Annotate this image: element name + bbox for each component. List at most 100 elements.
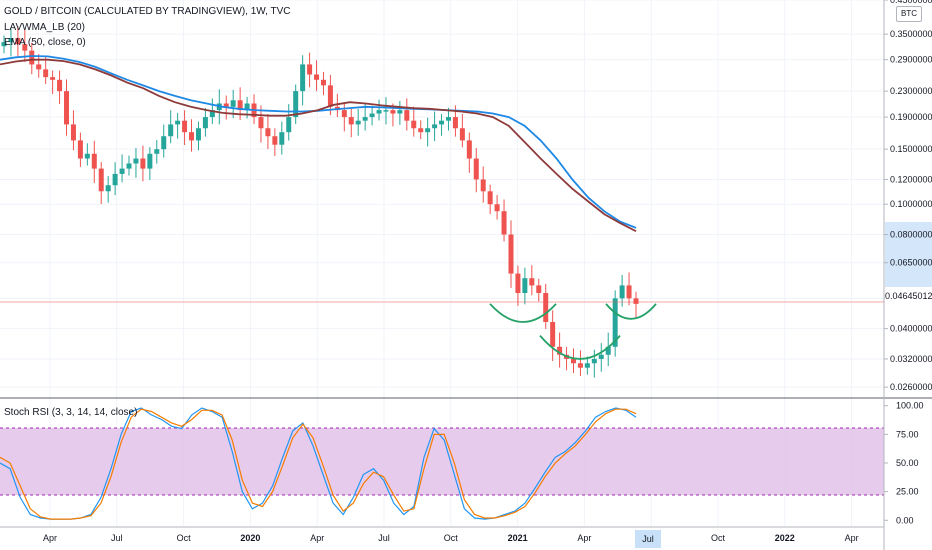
- candle-body: [376, 110, 382, 114]
- candlestick-series: [1, 26, 639, 378]
- rsi-tick-label: 100.00: [896, 401, 924, 411]
- candle-body: [70, 124, 76, 141]
- candle-body: [29, 50, 35, 65]
- candle-body: [515, 273, 521, 294]
- candle-body: [327, 85, 333, 107]
- candle-body: [112, 173, 118, 186]
- moving-average-lines: [0, 55, 637, 233]
- time-axis-highlight-label: Jul: [635, 530, 661, 548]
- time-tick-label: Apr: [43, 533, 57, 543]
- candle-body: [411, 120, 417, 129]
- time-tick-label: Jul: [111, 533, 123, 543]
- candle-body: [626, 285, 632, 299]
- price-tick-label: 0.02600000: [890, 382, 932, 392]
- rsi-axis-ticks: 100.00 75.00 50.00 25.00 0.00: [884, 401, 924, 525]
- rsi-tick-label: 75.00: [896, 429, 919, 439]
- time-tick-label: 2020: [240, 533, 260, 543]
- candle-body: [341, 110, 347, 118]
- candle-body: [584, 363, 590, 368]
- cup-arc: [605, 303, 657, 320]
- candle-body: [543, 293, 549, 323]
- candle-body: [591, 358, 597, 364]
- candle-body: [91, 153, 97, 169]
- indicator-ema-label[interactable]: EMA (50, close, 0): [4, 37, 86, 48]
- candle-body: [77, 140, 83, 159]
- time-tick-label: Apr: [845, 533, 859, 543]
- candle-body: [432, 124, 438, 129]
- candle-body: [605, 346, 611, 355]
- candle-body: [161, 136, 167, 150]
- candle-body: [522, 278, 528, 294]
- candle-body: [64, 91, 70, 125]
- candle-body: [133, 158, 139, 164]
- candle-body: [473, 158, 479, 180]
- cup-arc: [539, 335, 621, 360]
- time-tick-label: Jul: [378, 533, 390, 543]
- time-tick-label: Apr: [310, 533, 324, 543]
- candle-body: [202, 117, 208, 129]
- candle-body: [50, 77, 56, 80]
- candle-body: [536, 285, 542, 294]
- stoch-rsi-line: [0, 408, 637, 520]
- candle-body: [439, 120, 445, 125]
- candle-body: [119, 168, 125, 174]
- candle-body: [355, 120, 361, 125]
- cup-arc: [489, 303, 557, 323]
- candle-body: [209, 110, 215, 118]
- candle-body: [314, 74, 320, 80]
- time-tick-label: Oct: [444, 533, 459, 543]
- candle-body: [577, 363, 583, 368]
- candle-body: [383, 110, 389, 112]
- candle-body: [57, 79, 63, 92]
- indicator-lavwma-label[interactable]: LAVWMA_LB (20): [4, 22, 85, 33]
- candle-body: [320, 79, 326, 86]
- candle-body: [501, 211, 507, 235]
- candle-body: [619, 285, 625, 299]
- candle-body: [154, 149, 160, 154]
- currency-badge: BTC: [896, 6, 922, 22]
- candle-body: [293, 91, 299, 118]
- candle-body: [452, 117, 458, 129]
- candle-body: [633, 298, 639, 304]
- candle-body: [168, 124, 174, 137]
- candle-body: [140, 158, 146, 169]
- candle-body: [195, 128, 201, 141]
- candle-body: [1, 42, 7, 47]
- candle-body: [404, 110, 410, 121]
- candle-body: [480, 179, 486, 192]
- time-tick-label: 2022: [775, 533, 795, 543]
- last-price-label: 0.04645012: [885, 289, 932, 303]
- candle-body: [189, 132, 195, 141]
- candle-body: [265, 128, 271, 137]
- candle-body: [397, 110, 403, 114]
- time-tick-label: Oct: [177, 533, 192, 543]
- candle-body: [105, 185, 111, 192]
- stoch-rsi-label[interactable]: Stoch RSI (3, 3, 14, 14, close): [4, 407, 138, 418]
- stoch-rsi-line: [0, 407, 637, 520]
- candle-body: [445, 117, 451, 121]
- candle-body: [307, 64, 313, 75]
- candle-body: [529, 278, 535, 286]
- candle-body: [362, 117, 368, 121]
- rsi-tick-label: 25.00: [896, 487, 919, 497]
- candle-body: [15, 38, 21, 45]
- candle-body: [570, 358, 576, 364]
- candle-body: [244, 103, 250, 111]
- candle-body: [550, 322, 556, 347]
- candle-body: [22, 44, 28, 51]
- candle-body: [84, 153, 90, 159]
- time-tick-label: Apr: [577, 533, 591, 543]
